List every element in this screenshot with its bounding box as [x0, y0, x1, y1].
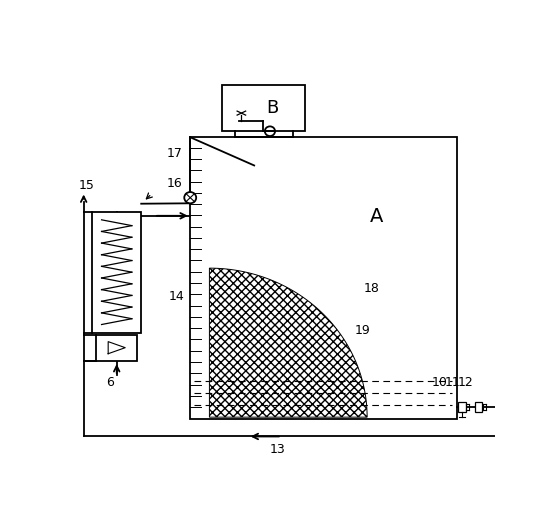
- Text: 6: 6: [107, 377, 114, 390]
- Text: A: A: [370, 207, 383, 226]
- Polygon shape: [210, 268, 367, 417]
- Text: 15: 15: [79, 179, 95, 192]
- Text: 18: 18: [364, 282, 379, 295]
- Text: 17: 17: [167, 147, 183, 160]
- Text: B: B: [266, 99, 278, 117]
- Bar: [92, 212, 141, 333]
- Text: 13: 13: [270, 443, 285, 456]
- Text: 12: 12: [457, 377, 473, 390]
- Bar: [458, 402, 466, 412]
- Bar: [222, 85, 305, 131]
- Text: 10: 10: [431, 377, 447, 390]
- Text: 14: 14: [169, 290, 184, 303]
- Text: 16: 16: [167, 177, 183, 190]
- Circle shape: [184, 192, 196, 203]
- Text: 19: 19: [355, 324, 371, 337]
- Bar: [96, 335, 137, 361]
- Bar: [475, 402, 482, 412]
- Text: 11: 11: [444, 377, 460, 390]
- Bar: [190, 137, 456, 419]
